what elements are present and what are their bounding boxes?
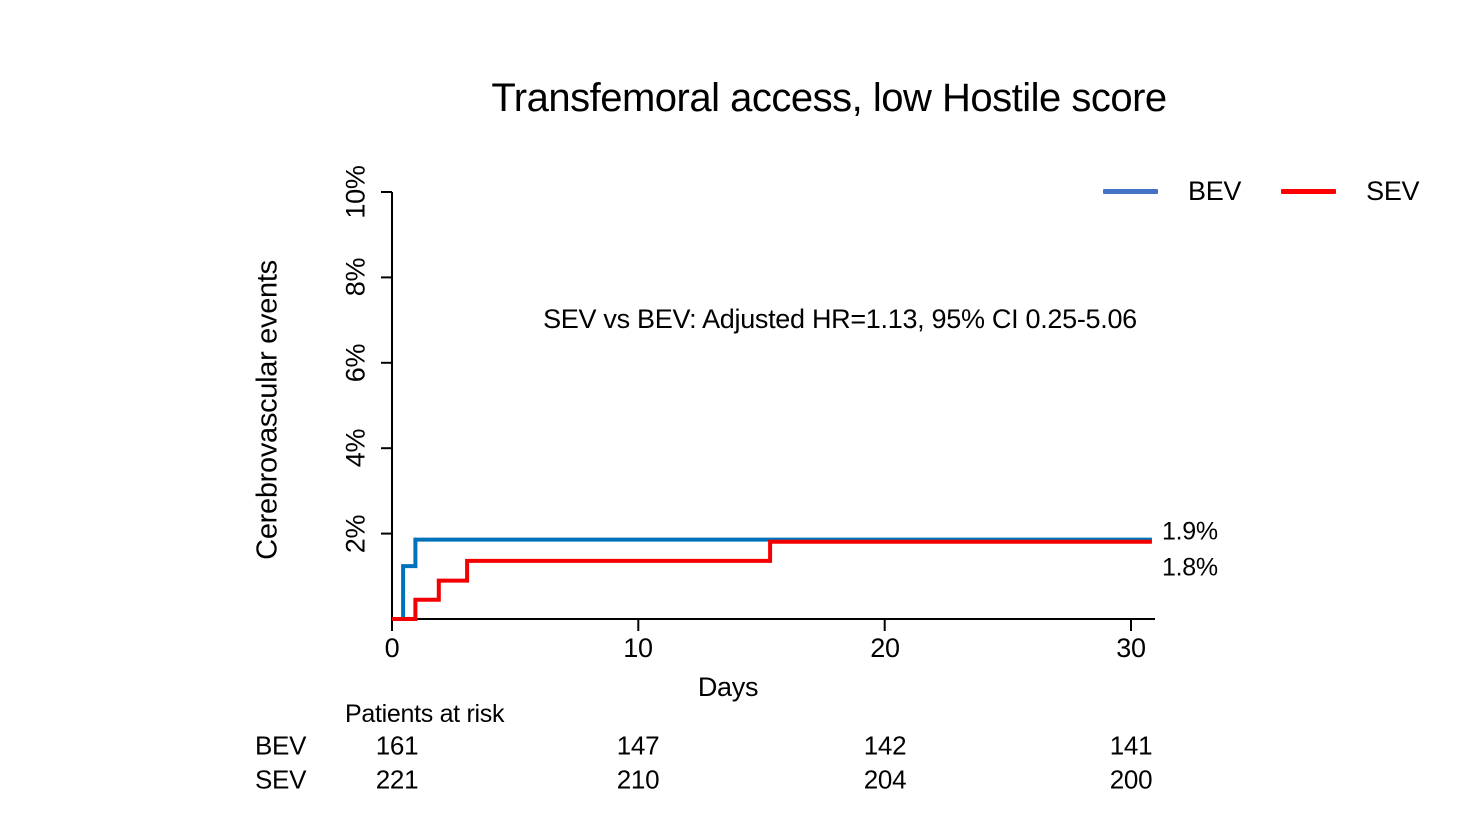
bev-final-value-label: 1.9% bbox=[1162, 517, 1218, 546]
risk-count-bev-d20: 142 bbox=[863, 730, 907, 761]
xtick-label-20: 20 bbox=[870, 633, 900, 663]
x-axis-title: Days bbox=[697, 672, 759, 702]
y-axis-title: Cerebrovascular events bbox=[251, 260, 284, 560]
risk-count-sev-d30: 200 bbox=[1109, 764, 1153, 795]
risk-table-title: Patients at risk bbox=[345, 700, 505, 728]
risk-row-label-bev: BEV bbox=[255, 730, 307, 761]
bev-legend-label: BEV bbox=[1188, 176, 1242, 206]
sev-legend-label: SEV bbox=[1366, 176, 1420, 206]
risk-count-bev-d10: 147 bbox=[616, 730, 660, 761]
sev-legend-line-swatch bbox=[1281, 189, 1337, 194]
ytick-label-2pct: 2% bbox=[340, 514, 371, 554]
xtick-label-30: 30 bbox=[1116, 633, 1146, 663]
hazard-ratio-annotation: SEV vs BEV: Adjusted HR=1.13, 95% CI 0.2… bbox=[543, 304, 1137, 334]
ytick-label-10pct: 10% bbox=[340, 165, 371, 219]
xtick-label-0: 0 bbox=[384, 633, 400, 663]
y-axis-tick-marks bbox=[381, 191, 392, 535]
sev-final-value-label: 1.8% bbox=[1162, 553, 1218, 582]
ytick-label-8pct: 8% bbox=[340, 257, 371, 297]
xtick-label-10: 10 bbox=[623, 633, 653, 663]
bev-legend-line-swatch bbox=[1103, 189, 1158, 194]
ytick-label-6pct: 6% bbox=[340, 343, 371, 383]
ytick-label-4pct: 4% bbox=[340, 428, 371, 468]
legend: BEV SEV bbox=[1103, 176, 1429, 207]
x-axis-tick-marks bbox=[391, 619, 1132, 631]
risk-count-sev-d20: 204 bbox=[863, 764, 907, 795]
sev-curve bbox=[392, 539, 1152, 621]
chart-title: Transfemoral access, low Hostile score bbox=[491, 76, 1167, 120]
risk-count-sev-d10: 210 bbox=[616, 764, 660, 795]
risk-row-label-sev: SEV bbox=[255, 764, 307, 795]
risk-count-bev-d0: 161 bbox=[375, 730, 419, 761]
risk-count-bev-d30: 141 bbox=[1109, 730, 1153, 761]
risk-count-sev-d0: 221 bbox=[375, 764, 419, 795]
